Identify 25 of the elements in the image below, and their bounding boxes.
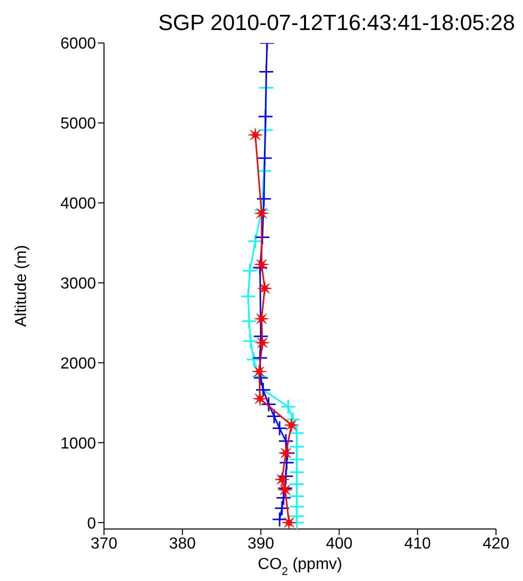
point [252, 364, 266, 379]
point [254, 257, 269, 272]
x-tick-label: 420 [482, 535, 510, 552]
y-tick-label: 5000 [60, 116, 96, 133]
x-tick-label: 370 [90, 535, 118, 552]
point [248, 128, 263, 142]
point [284, 418, 299, 432]
point [254, 312, 269, 326]
x-tick-label: 380 [169, 535, 196, 552]
y-tick-label: 2000 [60, 355, 96, 372]
y-tick-label: 4000 [60, 196, 96, 213]
y-tick-label: 1000 [60, 435, 96, 452]
point [254, 206, 269, 221]
chart-title: SGP 2010-07-12T16:43:41-18:05:28 [157, 10, 515, 36]
y-axis-title: Altitude (m) [13, 245, 30, 327]
y-tick-label: 6000 [60, 36, 96, 53]
x-axis-title: CO$_{2}$ (ppmv) [258, 556, 342, 578]
point [274, 472, 290, 487]
x-tick-label: 390 [247, 535, 274, 552]
y-tick-label: 0 [87, 515, 96, 532]
x-tick-label: 400 [326, 535, 353, 552]
point [257, 281, 272, 296]
y-tick-label: 3000 [60, 275, 96, 292]
x-tick-label: 410 [404, 535, 432, 552]
point [255, 336, 270, 350]
